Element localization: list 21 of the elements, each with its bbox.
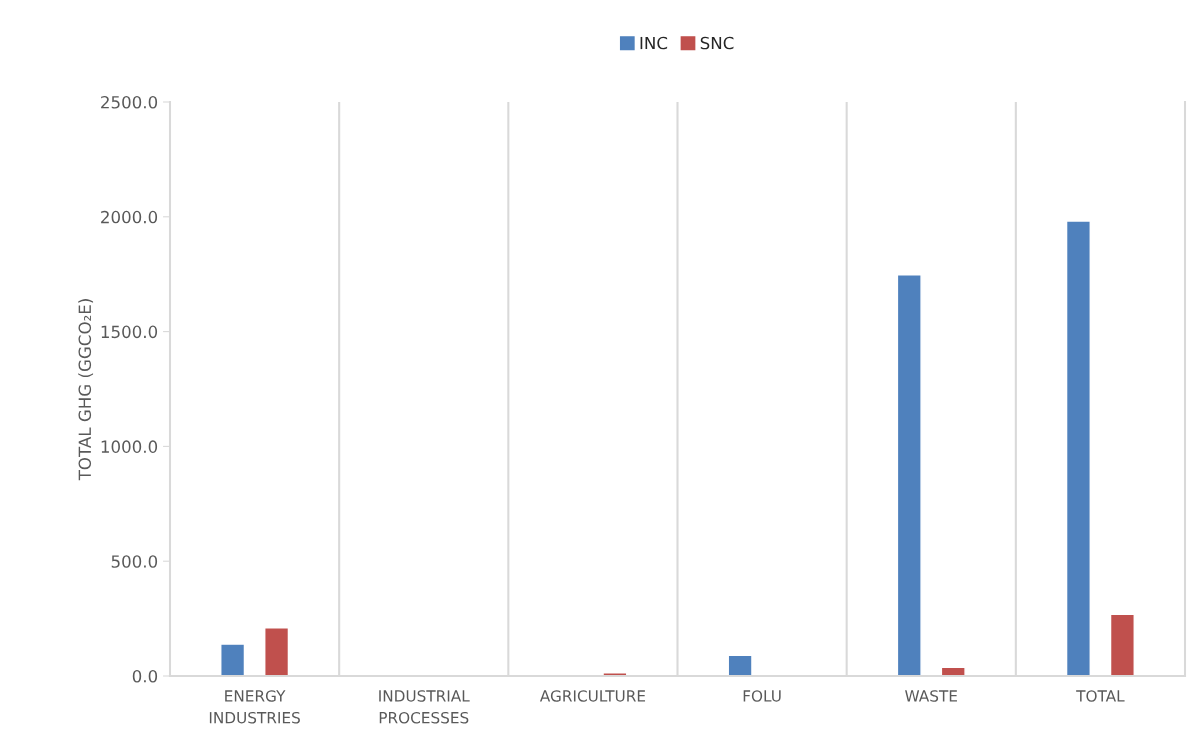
bar — [896, 274, 922, 676]
bar — [220, 643, 246, 676]
y-tick-label: 1500.0 — [101, 325, 158, 339]
y-tick-label: 0.0 — [132, 669, 158, 683]
y-axis-title: TOTAL GHG (GGCO₂E) — [78, 299, 94, 481]
bar — [727, 654, 753, 676]
y-tick-label: 2000.0 — [101, 210, 158, 224]
bar — [264, 627, 290, 676]
bar — [1109, 613, 1135, 676]
x-tick-label: WASTE — [905, 690, 957, 702]
x-tick-label: AGRICULTURE — [539, 690, 646, 702]
y-tick-label: 500.0 — [111, 555, 158, 568]
x-tick-label: FOLU — [743, 690, 781, 702]
legend-label: SNC — [700, 36, 734, 50]
y-tick-label: 1000.0 — [101, 440, 158, 453]
x-tick-label: ENERGY INDUSTRIES — [209, 690, 300, 724]
x-tick-label: INDUSTRIAL PROCESSES — [379, 690, 470, 724]
x-tick-label: TOTAL — [1076, 690, 1125, 702]
legend-label: INC — [640, 36, 668, 50]
y-tick-label: 2500.0 — [101, 95, 158, 109]
bar — [1065, 220, 1091, 676]
